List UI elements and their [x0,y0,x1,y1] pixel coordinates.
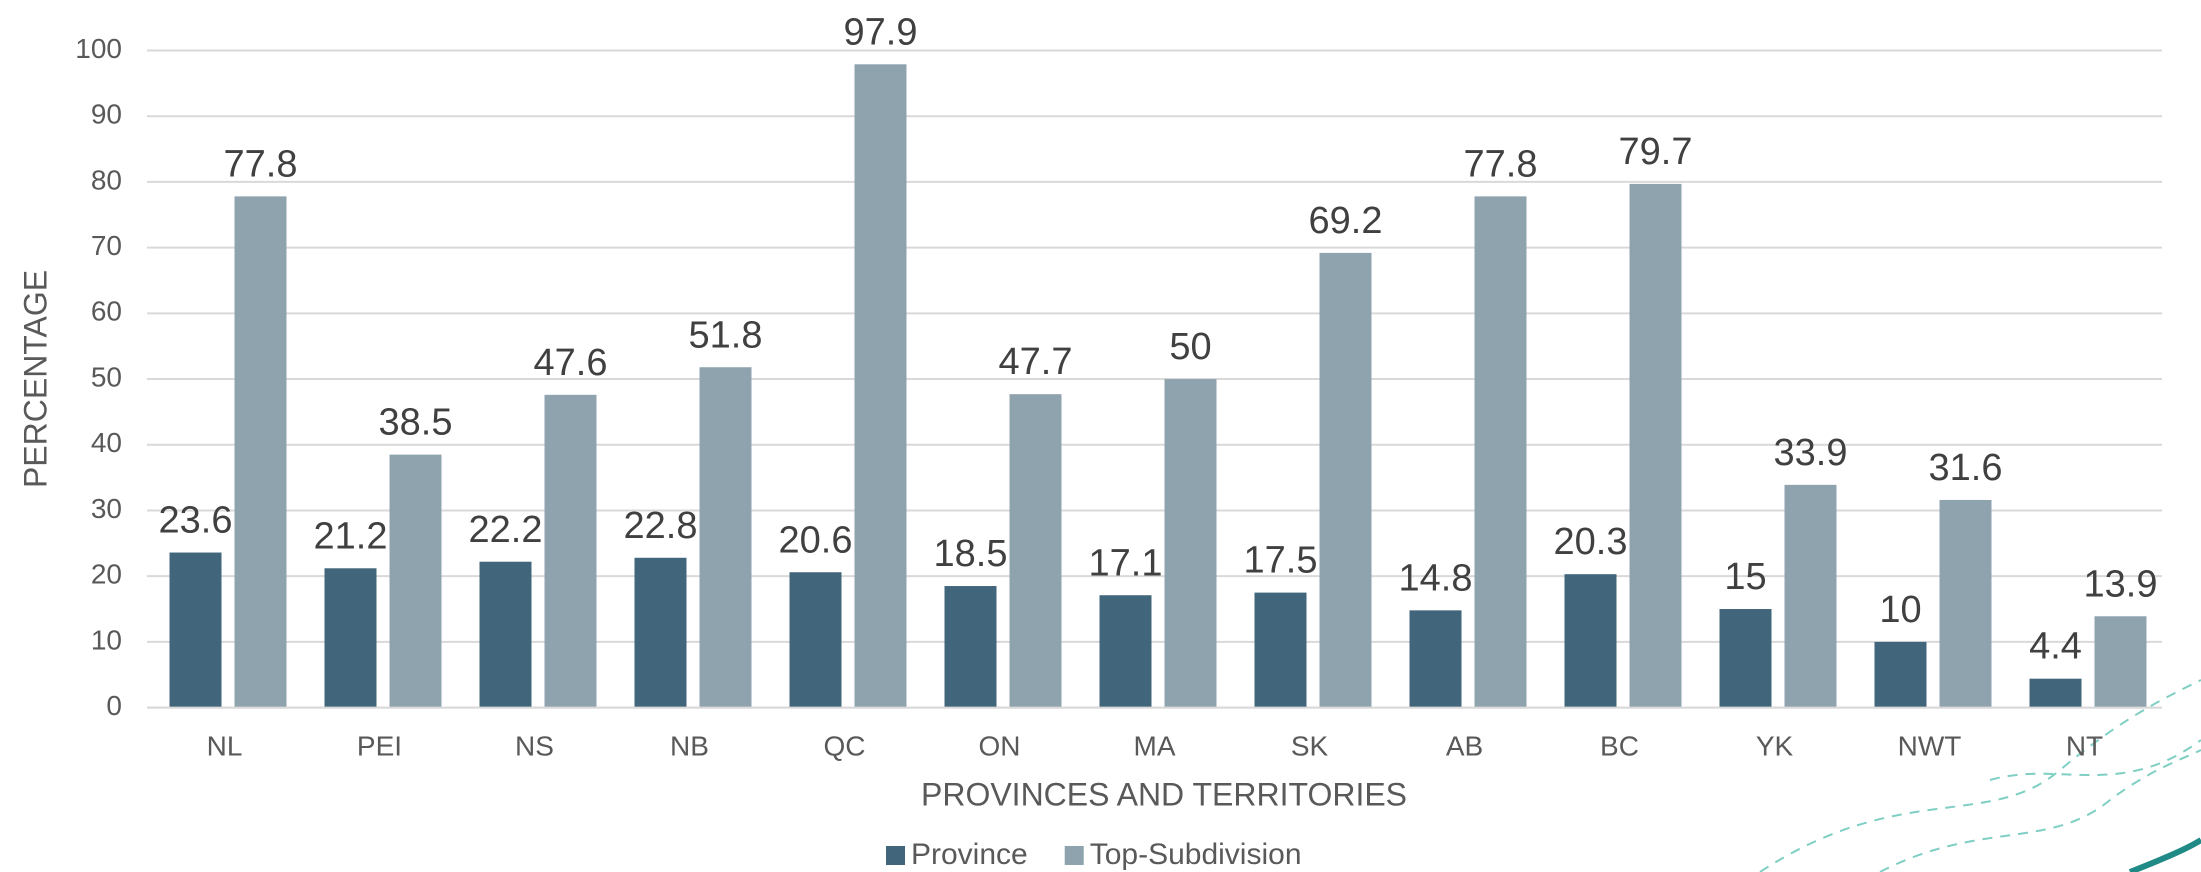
x-tick-label: QC [824,730,866,761]
bar [1939,499,1992,708]
value-label: 17.5 [1244,540,1318,582]
value-label: 4.4 [2029,626,2082,668]
bar [1319,252,1372,708]
bar [1874,641,1927,708]
y-tick-label: 10 [91,624,122,655]
value-label: 31.6 [1929,447,2003,489]
bar [544,394,597,708]
deco-line [1879,749,2201,872]
bar [479,561,532,708]
value-label: 13.9 [2084,563,2158,605]
bar [944,586,997,708]
bar [634,557,687,708]
value-label: 33.9 [1774,432,1848,474]
bar [1099,595,1152,708]
bar [234,196,287,708]
bar [389,454,442,708]
value-label: 77.8 [1464,143,1538,185]
bar [1164,379,1217,708]
x-tick-label: SK [1291,730,1329,761]
bar [699,367,752,708]
x-tick-label: MA [1134,730,1176,761]
value-label: 10 [1879,589,1921,631]
legend-swatch [1064,846,1084,865]
y-tick-label: 50 [91,361,122,392]
bar [1409,610,1462,708]
bar [1564,574,1617,708]
bar [1254,592,1307,708]
deco-line [2128,837,2201,872]
y-tick-label: 80 [91,164,122,195]
x-axis-title: PROVINCES AND TERRITORIES [921,776,1407,812]
value-label: 18.5 [934,533,1008,575]
value-label: 22.8 [624,505,698,547]
y-axis-title: PERCENTAGE [17,270,53,488]
value-label: 77.8 [224,143,298,185]
deco-line [1759,679,2201,872]
bar [854,64,907,708]
bar [1719,609,1772,708]
legend-swatch [886,846,905,865]
legend-text: Province [911,838,1028,871]
y-tick-label: 100 [75,33,122,64]
bar [1474,196,1527,708]
bar [1784,484,1837,708]
value-label: 97.9 [844,11,918,53]
x-tick-label: NS [515,730,554,761]
value-label: 20.6 [779,519,853,561]
y-tick-label: 40 [91,427,122,458]
bar [2094,616,2147,708]
y-tick-label: 90 [91,99,122,130]
y-tick-label: 30 [91,493,122,524]
legend-text: Top-Subdivision [1090,838,1302,871]
y-tick-label: 60 [91,296,122,327]
value-label: 21.2 [314,515,388,557]
value-label: 69.2 [1309,200,1383,242]
value-label: 23.6 [159,500,233,542]
y-tick-label: 0 [106,690,122,721]
value-label: 47.7 [999,341,1073,383]
y-tick-label: 70 [91,230,122,261]
bar [169,552,222,708]
value-label: 47.6 [534,342,608,384]
value-label: 79.7 [1619,131,1693,173]
bar [789,572,842,708]
value-label: 38.5 [379,402,453,444]
x-tick-label: YK [1756,730,1794,761]
bar [2029,678,2082,708]
x-tick-label: BC [1600,730,1639,761]
value-label: 15 [1724,556,1766,598]
value-label: 20.3 [1554,521,1628,563]
bar [1009,394,1062,708]
bar [324,568,377,708]
value-label: 22.2 [469,509,543,551]
x-tick-label: NB [670,730,709,761]
value-label: 51.8 [689,314,763,356]
bar [1629,183,1682,708]
x-tick-label: ON [979,730,1021,761]
x-tick-label: NWT [1898,730,1962,761]
decoration [1759,679,2201,872]
x-tick-label: AB [1446,730,1483,761]
x-tick-label: PEI [357,730,402,761]
y-tick-label: 20 [91,559,122,590]
x-tick-label: NL [207,730,243,761]
value-label: 17.1 [1089,542,1163,584]
deco-line [1989,739,2201,781]
x-tick-label: NT [2066,730,2103,761]
value-label: 50 [1169,326,1211,368]
value-label: 14.8 [1399,557,1473,599]
